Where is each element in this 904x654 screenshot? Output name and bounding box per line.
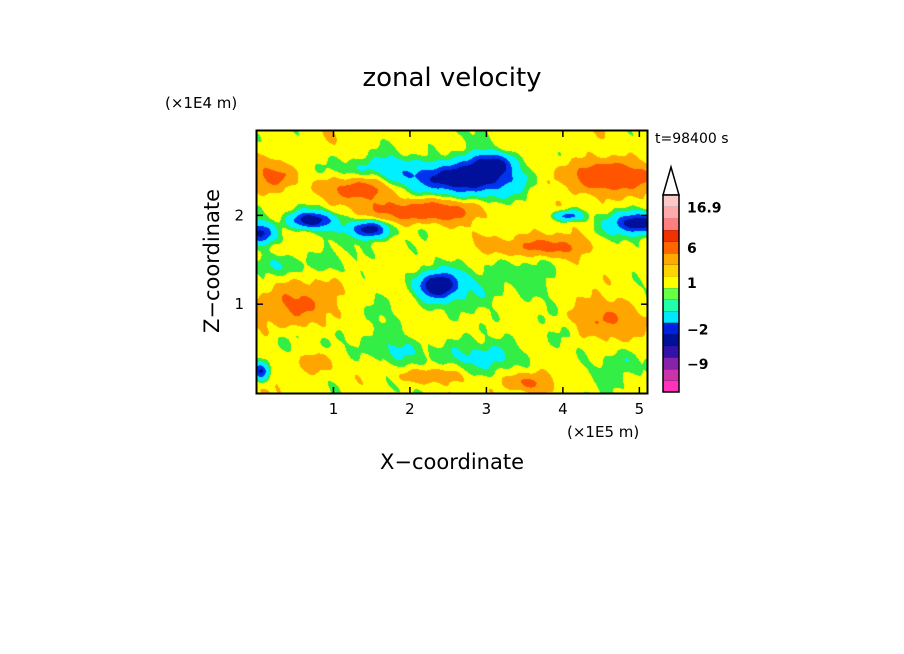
chart-title: zonal velocity — [362, 63, 541, 93]
colorbar-level — [663, 322, 679, 335]
colorbar-level — [663, 334, 679, 346]
colorbar-level — [663, 310, 679, 323]
velocity-field — [257, 131, 647, 393]
colorbar-label: −9 — [687, 357, 708, 373]
y-axis-label: Z−coordinate — [200, 189, 224, 333]
colorbar-label: 1 — [687, 276, 697, 292]
colorbar-label: −2 — [687, 322, 708, 338]
colorbar-level — [663, 357, 679, 370]
y-tick-label: 1 — [234, 295, 244, 313]
x-tick-label: 5 — [635, 400, 645, 418]
colorbar-frame — [662, 194, 680, 393]
colorbar-label: 16.9 — [687, 201, 722, 217]
plot-frame — [255, 129, 649, 395]
colorbar-level — [663, 368, 679, 381]
x-scale-label: (×1E5 m) — [567, 423, 639, 441]
y-axis: 12 — [234, 206, 647, 313]
colorbar-level — [663, 276, 679, 289]
x-axis-label: X−coordinate — [380, 450, 524, 474]
colorbar-level — [663, 345, 679, 358]
y-scale-label: (×1E4 m) — [165, 94, 237, 112]
plot-area — [255, 129, 649, 395]
colorbar-level — [663, 299, 679, 312]
x-tick-label: 2 — [405, 400, 415, 418]
colorbar-level — [663, 218, 679, 231]
colorbar-level — [663, 287, 679, 300]
colorbar-extension-arrow — [662, 164, 680, 196]
colorbar-level — [663, 252, 679, 265]
y-tick-label: 2 — [234, 206, 244, 224]
colorbar-level — [663, 206, 679, 219]
colorbar-level — [663, 195, 679, 207]
colorbar: 16.9 6 1 −2 −9 — [662, 164, 722, 393]
time-label: t=98400 s — [655, 131, 729, 147]
colorbar-level — [663, 380, 679, 393]
colorbar-level — [663, 241, 679, 254]
x-tick-label: 4 — [558, 400, 568, 418]
colorbar-level — [663, 229, 679, 242]
x-axis: 1 2 3 4 5 — [329, 131, 644, 418]
colorbar-label: 6 — [687, 241, 697, 257]
x-tick-label: 1 — [329, 400, 339, 418]
colorbar-level — [663, 264, 679, 277]
x-tick-label: 3 — [482, 400, 492, 418]
